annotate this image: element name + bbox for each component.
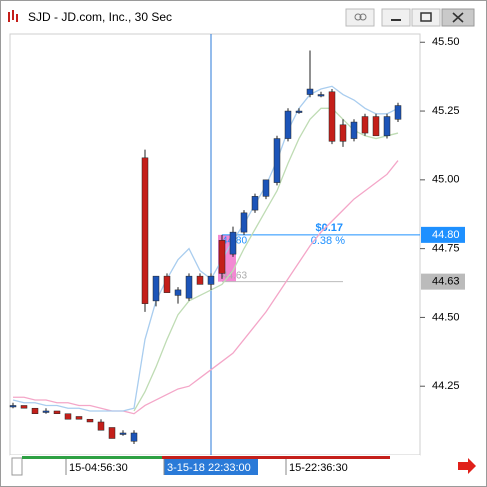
scroll-arrow[interactable]: [458, 458, 476, 474]
session-strip: [162, 456, 390, 459]
candle-body: [31, 407, 39, 414]
candle-body: [207, 275, 215, 285]
minimize-button[interactable]: [381, 8, 411, 27]
y-tick-label: 44.25: [432, 380, 460, 392]
candle-body: [75, 416, 83, 420]
candle-body: [42, 410, 50, 413]
candle-body: [295, 110, 303, 113]
x-tick-label: 15-04:56:30: [69, 462, 128, 474]
link-button[interactable]: [345, 8, 375, 27]
candle-body: [108, 427, 116, 439]
candle-body: [9, 405, 17, 408]
maximize-button[interactable]: [411, 8, 441, 27]
change-pct: 0.38 %: [311, 235, 345, 247]
price-tag-label: 44.80: [432, 229, 460, 241]
candle-body: [350, 121, 358, 139]
x-tick-label: 15-22:36:30: [289, 462, 348, 474]
y-tick-label: 45.00: [432, 174, 460, 186]
candle-body: [20, 405, 28, 409]
price-tag: [421, 226, 465, 243]
candle-body: [361, 116, 369, 134]
candle-body: [339, 124, 347, 142]
candle-body: [196, 275, 204, 285]
candle-body: [273, 138, 281, 183]
candle-body: [152, 275, 160, 302]
candle-body: [251, 196, 259, 211]
candle-body: [262, 179, 270, 197]
measure-label: 44.63: [222, 270, 247, 281]
moving-average: [12, 85, 399, 412]
y-tick-label: 45.50: [432, 36, 460, 48]
candle-body: [86, 418, 94, 423]
app-icon: [8, 10, 18, 22]
y-tick-label: 44.50: [432, 311, 460, 323]
window-title: SJD - JD.com, Inc., 30 Sec: [28, 10, 172, 24]
y-tick-label: 45.25: [432, 105, 460, 117]
price-tag-label: 44.63: [432, 276, 460, 288]
candle-body: [284, 110, 292, 139]
candle-body: [141, 157, 149, 304]
x-tick-label: 3-15-18 22:33:00: [167, 462, 251, 474]
candle-body: [328, 91, 336, 142]
candle-body: [64, 413, 72, 420]
candle-body: [119, 432, 127, 435]
candle-body: [372, 116, 380, 137]
candle-body: [174, 289, 182, 296]
candle-body: [306, 88, 314, 95]
x-label-highlight: [164, 459, 258, 475]
plot-area: [9, 33, 421, 456]
y-tick-label: 44.75: [432, 243, 460, 255]
candle-body: [240, 212, 248, 233]
candle-body: [229, 231, 237, 255]
candle-body: [53, 410, 61, 414]
candle-body: [163, 275, 171, 293]
scroll-box[interactable]: [11, 457, 23, 476]
candle-body: [218, 240, 226, 274]
price-tag: [421, 273, 465, 290]
candle-body: [394, 105, 402, 120]
candle-body: [130, 432, 138, 442]
candle-body: [317, 94, 325, 97]
session-strip: [22, 456, 162, 459]
candle-body: [383, 116, 391, 137]
candle-body: [97, 421, 105, 431]
moving-average: [13, 160, 399, 415]
close-button[interactable]: [441, 8, 475, 27]
candle-body: [185, 275, 193, 299]
